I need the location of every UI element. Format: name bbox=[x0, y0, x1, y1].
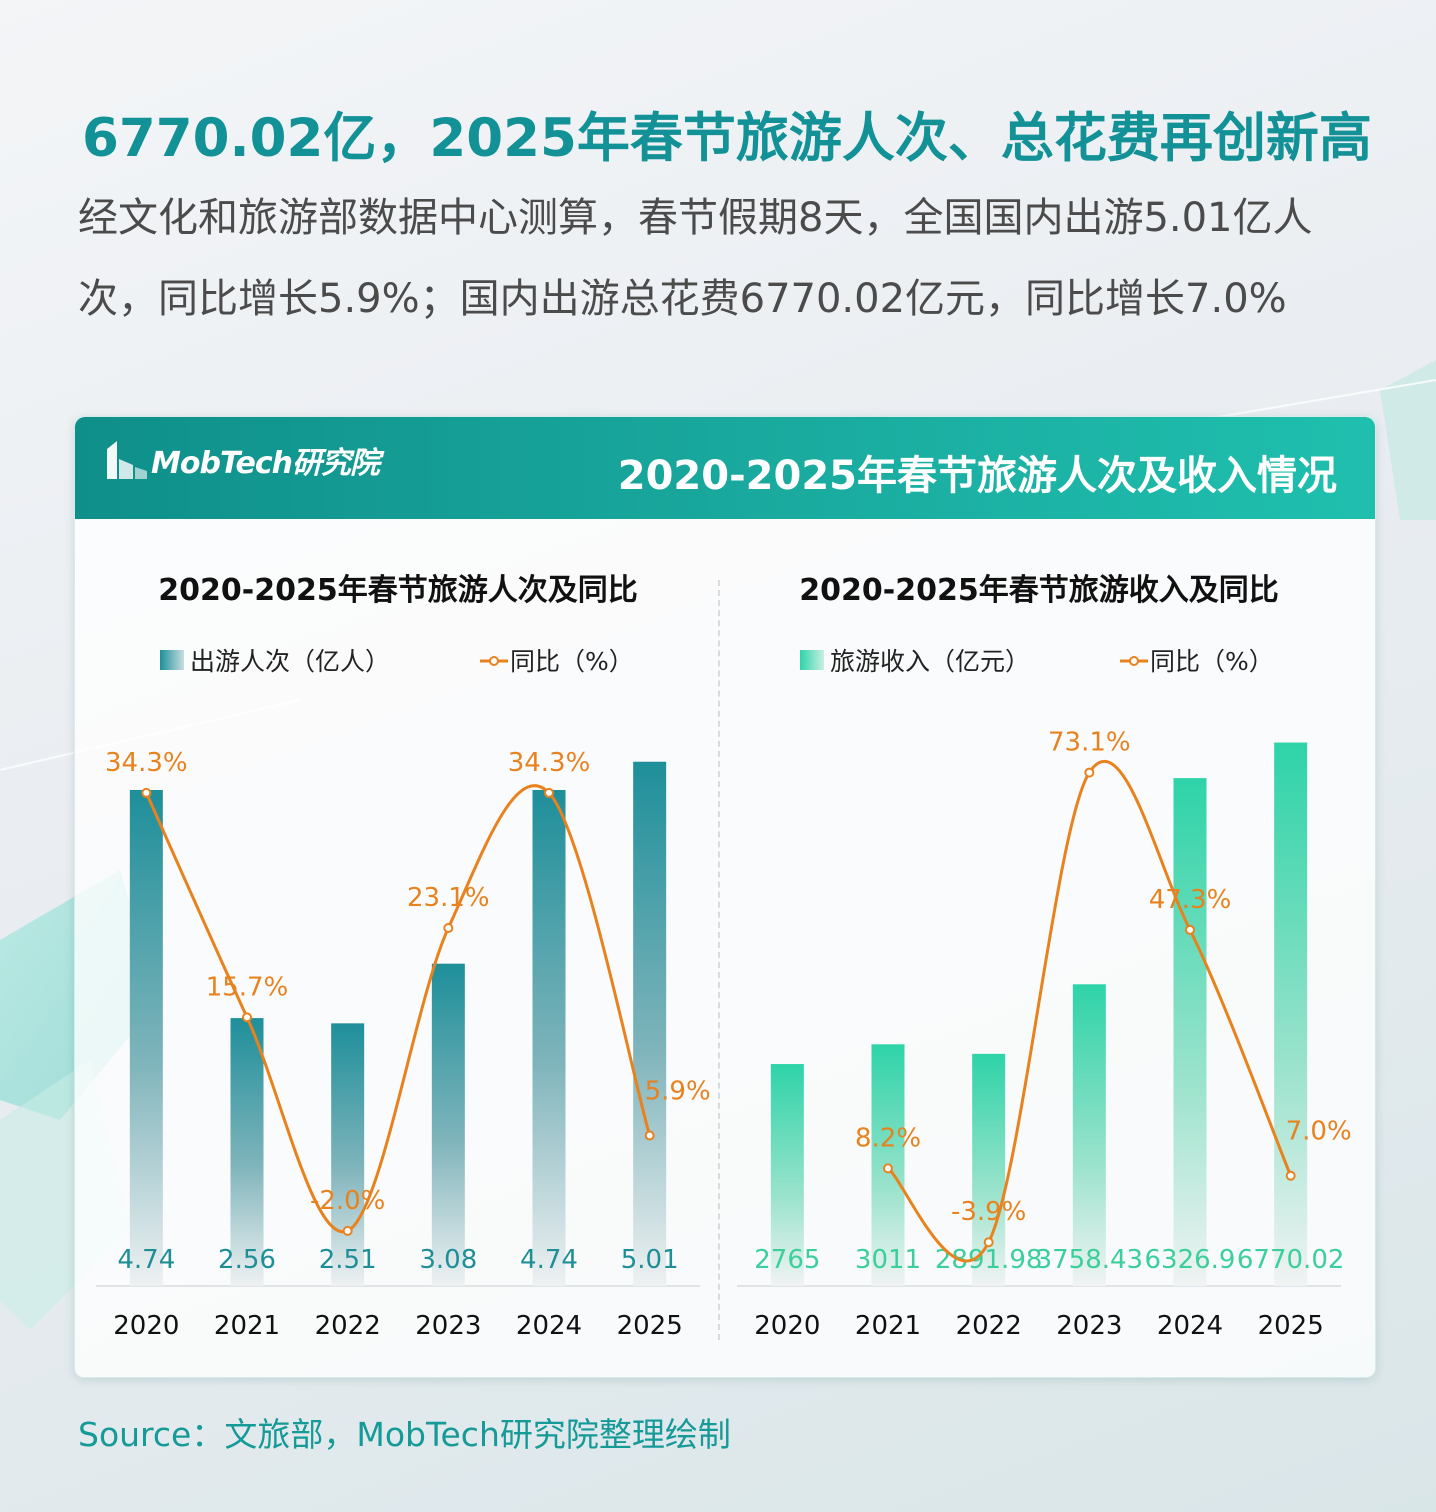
bar bbox=[129, 789, 163, 1286]
bar-value-label: 6326.9 bbox=[1145, 1245, 1236, 1275]
yoy-point bbox=[443, 923, 454, 934]
bar bbox=[770, 1064, 804, 1286]
bar-value-label: 2765 bbox=[754, 1245, 820, 1275]
source-note: Source：文旅部，MobTech研究院整理绘制 bbox=[78, 1415, 731, 1454]
legend-swatch-marker bbox=[489, 656, 499, 666]
yoy-value-label: 7.0% bbox=[1286, 1117, 1352, 1147]
chart-divider bbox=[718, 580, 720, 1340]
x-tick-label: 2023 bbox=[1056, 1311, 1122, 1341]
yoy-point bbox=[1185, 924, 1195, 935]
x-tick-label: 2021 bbox=[214, 1311, 280, 1341]
yoy-point bbox=[983, 1237, 994, 1248]
legend-swatch-bar bbox=[160, 650, 184, 670]
x-tick-label: 2020 bbox=[113, 1311, 179, 1341]
yoy-point bbox=[242, 1012, 252, 1023]
brand-logo: MobTech研究院 bbox=[103, 437, 380, 483]
bar bbox=[1274, 742, 1308, 1286]
x-tick-label: 2022 bbox=[315, 1311, 381, 1341]
yoy-point bbox=[342, 1225, 353, 1236]
bar-value-label: 5.01 bbox=[621, 1245, 679, 1275]
x-tick-label: 2024 bbox=[1157, 1311, 1223, 1341]
legend-label-line: 同比（%） bbox=[1150, 647, 1274, 676]
yoy-point bbox=[141, 787, 152, 798]
x-tick-label: 2025 bbox=[617, 1311, 683, 1341]
x-tick-label: 2024 bbox=[516, 1311, 582, 1341]
bar-value-label: 2.56 bbox=[218, 1245, 276, 1275]
bar bbox=[331, 1023, 365, 1286]
bar-value-label: 3011 bbox=[855, 1245, 921, 1275]
bar-value-label: 2891.98 bbox=[935, 1245, 1043, 1275]
bar bbox=[1072, 984, 1106, 1286]
yoy-value-label: 34.3% bbox=[105, 748, 188, 778]
bar-value-label: 4.74 bbox=[520, 1245, 578, 1275]
mobtech-logo-icon bbox=[107, 441, 147, 479]
bar bbox=[633, 761, 667, 1286]
chart-title: 2020-2025年春节旅游收入及同比 bbox=[799, 573, 1278, 608]
intro-paragraph: 经文化和旅游部数据中心测算，春节假期8天，全国国内出游5.01亿人次，同比增长5… bbox=[78, 195, 1313, 322]
x-tick-label: 2022 bbox=[956, 1311, 1022, 1341]
bar-value-label: 3.08 bbox=[419, 1245, 477, 1275]
yoy-value-label: 15.7% bbox=[206, 972, 289, 1002]
yoy-value-label: 8.2% bbox=[855, 1123, 921, 1153]
bar bbox=[230, 1018, 264, 1286]
headline: 6770.02亿，2025年春节旅游人次、总花费再创新高 bbox=[82, 108, 1372, 169]
yoy-point bbox=[1285, 1170, 1296, 1181]
legend-label-line: 同比（%） bbox=[510, 647, 634, 676]
x-tick-label: 2023 bbox=[415, 1311, 481, 1341]
legend-label-bar: 出游人次（亿人） bbox=[190, 647, 390, 676]
x-tick-label: 2025 bbox=[1258, 1311, 1324, 1341]
yoy-point bbox=[883, 1163, 893, 1174]
yoy-point bbox=[1084, 767, 1095, 778]
bar-value-label: 2.51 bbox=[319, 1245, 377, 1275]
card-header: MobTech研究院 2020-2025年春节旅游人次及收入情况 bbox=[75, 417, 1375, 519]
yoy-point bbox=[544, 787, 554, 798]
x-tick-label: 2021 bbox=[855, 1311, 921, 1341]
bar bbox=[1173, 778, 1207, 1286]
chart-card: MobTech研究院 2020-2025年春节旅游人次及收入情况 bbox=[74, 416, 1376, 1378]
card-title: 2020-2025年春节旅游人次及收入情况 bbox=[617, 453, 1337, 499]
yoy-value-label: -3.9% bbox=[951, 1197, 1026, 1227]
bar-value-label: 6770.02 bbox=[1237, 1245, 1345, 1275]
yoy-value-label: 23.1% bbox=[407, 883, 490, 913]
yoy-point bbox=[644, 1130, 655, 1141]
yoy-value-label: 47.3% bbox=[1149, 885, 1232, 915]
legend-label-bar: 旅游收入（亿元） bbox=[830, 647, 1030, 676]
yoy-line bbox=[886, 760, 1293, 1263]
yoy-value-label: 73.1% bbox=[1048, 728, 1131, 758]
bar-value-label: 3758.43 bbox=[1036, 1245, 1144, 1275]
legend-swatch-marker bbox=[1129, 656, 1139, 666]
yoy-value-label: 34.3% bbox=[508, 748, 591, 778]
bar bbox=[431, 963, 465, 1286]
legend-swatch-bar bbox=[800, 650, 824, 670]
logo-text: MobTech研究院 bbox=[151, 446, 380, 481]
chart-title: 2020-2025年春节旅游人次及同比 bbox=[158, 573, 637, 608]
bar bbox=[532, 789, 566, 1286]
yoy-value-label: -2.0% bbox=[310, 1186, 385, 1216]
yoy-value-label: 5.9% bbox=[645, 1077, 711, 1107]
yoy-line bbox=[144, 784, 652, 1234]
bar-value-label: 4.74 bbox=[117, 1245, 175, 1275]
x-tick-label: 2020 bbox=[754, 1311, 820, 1341]
bar bbox=[972, 1053, 1006, 1286]
